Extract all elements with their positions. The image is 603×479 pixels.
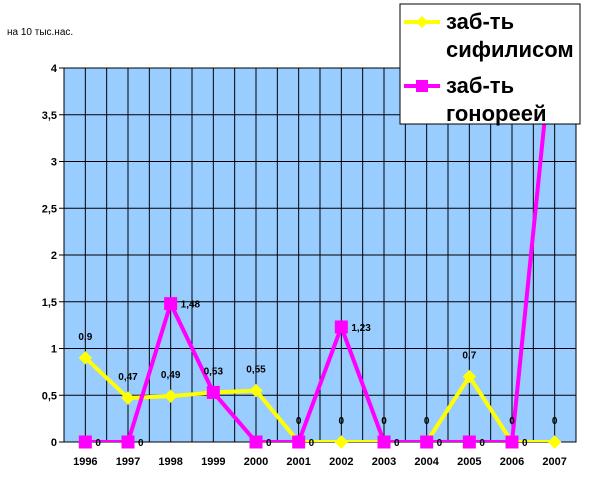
y-tick-label: 4 [51, 63, 58, 75]
data-label: 0 [424, 416, 430, 427]
series-point [462, 369, 477, 384]
data-label: 0 [296, 416, 302, 427]
legend-marker [416, 16, 428, 28]
series-point [249, 435, 263, 449]
series-point [420, 435, 434, 449]
y-tick-label: 0 [51, 437, 57, 449]
data-label: 1,48 [181, 300, 201, 311]
series-point [78, 351, 93, 365]
data-label: 0 [522, 438, 528, 449]
x-tick-label: 2001 [286, 456, 310, 468]
data-label: 0,47 [118, 372, 138, 383]
data-label: 0 [266, 438, 272, 449]
series-point [462, 435, 476, 449]
data-label: 0,55 [246, 365, 266, 376]
data-label: 0,53 [204, 366, 224, 377]
data-label: 0 [138, 438, 144, 449]
x-tick-label: 1996 [73, 456, 97, 468]
series-point [334, 320, 348, 334]
y-tick-label: 3 [51, 157, 57, 169]
series-point [547, 435, 562, 449]
y-tick-label: 2,5 [42, 203, 57, 215]
x-tick-label: 1998 [158, 456, 182, 468]
data-label: 0 [95, 438, 101, 449]
series-layer [83, 68, 555, 442]
data-label: 0 [552, 416, 558, 427]
data-label: 0 [437, 438, 443, 449]
legend-label: сифилисом [446, 37, 574, 62]
data-label: 0 [394, 438, 400, 449]
legend-label: заб-ть [446, 9, 514, 34]
data-labels: 0,90,47 0,49 0,53 0,550 0 0 00,70 00 01,480 01,23… [78, 300, 558, 449]
x-tick-label: 2005 [457, 456, 481, 468]
legend-label: заб-ть [446, 73, 514, 98]
data-label: 0 [339, 416, 345, 427]
series-point [121, 391, 135, 405]
data-label: 0,9 [78, 332, 92, 343]
y-tick-label: 1,5 [42, 297, 57, 309]
y-tick-label: 3,5 [42, 110, 57, 122]
series-point [377, 435, 391, 449]
series-point [163, 389, 178, 403]
y-tick-label: 0,5 [42, 390, 57, 402]
markers-layer [78, 297, 562, 449]
data-label: 0 [479, 438, 485, 449]
series-point [505, 435, 519, 449]
series-line [83, 356, 555, 442]
x-tick-label: 2007 [542, 456, 566, 468]
x-tick-label: 2003 [372, 456, 396, 468]
series-point [164, 297, 178, 311]
y-tick-label: 1 [51, 344, 57, 356]
series-point [249, 383, 263, 398]
data-label: 0,49 [161, 370, 181, 381]
x-tick-label: 1999 [201, 456, 225, 468]
legend: заб-ть сифилисом заб-ть гонореей [399, 3, 581, 126]
x-tick-label: 2004 [414, 456, 439, 468]
series-line [85, 68, 552, 442]
y-axis-ticks: 0 0,5 1 1,5 2 2,5 3 3,5 4 [42, 63, 64, 449]
series-point [292, 435, 306, 449]
y-axis-label: на 10 тыс.нас. [7, 27, 73, 38]
series-point [121, 435, 135, 449]
series-point [78, 435, 92, 449]
series-point [206, 385, 220, 399]
x-tick-label: 2006 [500, 456, 524, 468]
legend-label: гонореей [446, 101, 546, 126]
legend-marker [416, 80, 428, 92]
y-tick-label: 2 [51, 250, 57, 262]
x-tick-label: 2002 [329, 456, 353, 468]
series-point [334, 435, 349, 449]
data-label: 0 [309, 438, 315, 449]
data-label: 0,7 [462, 351, 476, 362]
x-tick-label: 2000 [244, 456, 268, 468]
data-label: 0 [509, 416, 515, 427]
x-tick-label: 1997 [116, 456, 140, 468]
data-label: 0 [381, 416, 387, 427]
x-axis-ticks: 1996 1997 1998 1999 2000 2001 2002 2003 2004 2005… [73, 456, 567, 468]
data-label: 1,23 [351, 323, 371, 334]
